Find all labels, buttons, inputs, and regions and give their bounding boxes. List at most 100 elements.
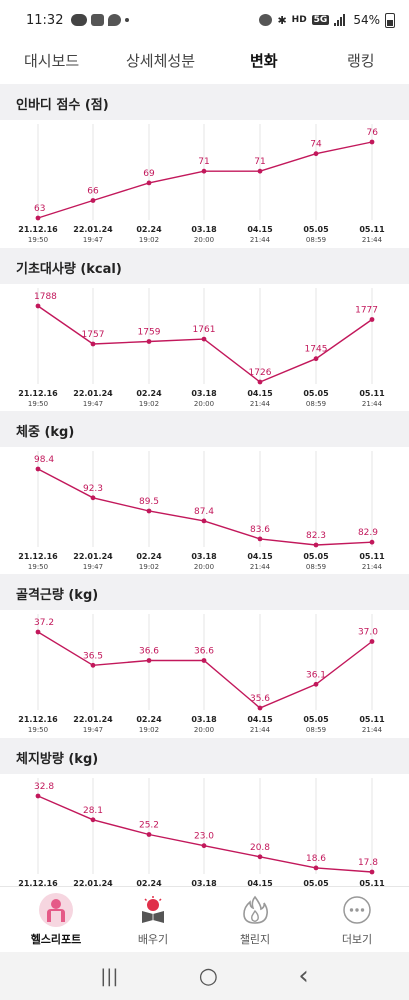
home-button[interactable]: ○ xyxy=(198,963,218,989)
data-label: 66 xyxy=(87,187,99,197)
x-tick-date: 02.24 xyxy=(136,552,162,561)
nav-learn[interactable]: 배우기 xyxy=(113,893,193,947)
data-point[interactable] xyxy=(313,151,319,157)
x-tick-time: 19:02 xyxy=(139,563,159,571)
x-tick-time: 21:44 xyxy=(250,400,271,408)
tab-bar: 대시보드 상세체성분 변화 랭킹 xyxy=(0,40,409,82)
data-label: 82.3 xyxy=(306,531,326,541)
data-point[interactable] xyxy=(201,168,207,174)
chart-card-header: 인바디 점수 (점) xyxy=(0,84,409,120)
x-tick-time: 19:47 xyxy=(83,563,103,571)
x-tick-date: 21.12.16 xyxy=(18,879,58,888)
chart-card: 골격근량 (kg) 37.2 21.12.16 19:50 36.5 22.01.24 19… xyxy=(0,574,409,734)
data-point[interactable] xyxy=(257,168,263,174)
x-tick-date: 05.05 xyxy=(303,552,329,561)
data-label: 36.1 xyxy=(306,670,326,680)
chart-title: 골격근량 (kg) xyxy=(16,588,99,603)
data-point[interactable] xyxy=(90,495,96,501)
x-tick-date: 22.01.24 xyxy=(73,225,113,234)
data-point[interactable] xyxy=(146,658,152,663)
data-point[interactable] xyxy=(35,629,41,635)
chart-card: 인바디 점수 (점) 63 21.12.16 19:50 66 22.01.24 19:47… xyxy=(0,84,409,244)
data-label: 69 xyxy=(143,169,155,179)
recents-button[interactable]: ||| xyxy=(100,965,119,987)
x-tick-time: 20:00 xyxy=(194,563,214,571)
data-point[interactable] xyxy=(35,466,41,472)
data-point[interactable] xyxy=(369,869,375,875)
more-icon xyxy=(340,893,374,927)
data-point[interactable] xyxy=(90,817,96,823)
data-label: 18.6 xyxy=(306,854,326,864)
x-tick-date: 03.18 xyxy=(191,715,217,724)
x-tick-date: 03.18 xyxy=(191,225,217,234)
x-tick-time: 20:00 xyxy=(194,400,214,408)
x-tick-time: 21:44 xyxy=(362,236,383,244)
data-point[interactable] xyxy=(313,356,319,362)
data-label: 71 xyxy=(254,157,265,167)
x-tick-time: 08:59 xyxy=(306,726,326,734)
data-point[interactable] xyxy=(313,865,319,871)
data-point[interactable] xyxy=(90,198,96,203)
data-point[interactable] xyxy=(146,339,152,344)
challenge-flame-icon xyxy=(238,893,272,927)
data-point[interactable] xyxy=(146,508,152,514)
data-point[interactable] xyxy=(257,705,263,711)
data-point[interactable] xyxy=(369,639,375,644)
x-tick-date: 04.15 xyxy=(247,715,273,724)
x-tick-date: 02.24 xyxy=(136,715,162,724)
data-point[interactable] xyxy=(257,536,263,542)
bluetooth-icon: ✱ xyxy=(277,13,287,27)
x-tick-date: 05.11 xyxy=(359,389,385,398)
data-point[interactable] xyxy=(90,662,96,668)
chart-title: 기초대사량 (kcal) xyxy=(16,262,122,277)
data-point[interactable] xyxy=(201,518,207,524)
data-label: 71 xyxy=(198,157,209,167)
nav-health-report-label: 헬스리포트 xyxy=(30,933,82,946)
tab-ranking[interactable]: 랭킹 xyxy=(347,52,375,70)
data-point[interactable] xyxy=(369,539,375,545)
data-point[interactable] xyxy=(201,843,207,849)
data-label: 92.3 xyxy=(83,484,103,494)
x-tick-time: 20:00 xyxy=(194,726,214,734)
x-tick-time: 19:50 xyxy=(28,400,48,408)
nav-learn-label: 배우기 xyxy=(137,933,169,946)
chart-card: 체중 (kg) 98.4 21.12.16 19:50 92.3 22.01.24 19:4… xyxy=(0,411,409,571)
tab-detailed-composition[interactable]: 상세체성분 xyxy=(126,52,196,70)
data-point[interactable] xyxy=(35,793,41,799)
x-tick-time: 08:59 xyxy=(306,563,326,571)
alarm-icon xyxy=(259,14,273,26)
x-tick-date: 03.18 xyxy=(191,389,217,398)
nav-more[interactable]: 더보기 xyxy=(317,893,397,947)
status-right: ✱ HD 5G 54% xyxy=(259,12,395,28)
data-point[interactable] xyxy=(146,832,152,837)
back-button[interactable]: ‹ xyxy=(298,961,309,991)
x-tick-time: 21:44 xyxy=(250,563,271,571)
data-point[interactable] xyxy=(257,379,263,385)
tab-dashboard[interactable]: 대시보드 xyxy=(24,52,80,70)
data-point[interactable] xyxy=(369,139,375,145)
data-point[interactable] xyxy=(313,542,319,548)
nav-challenge[interactable]: 챌린지 xyxy=(215,893,295,947)
x-tick-time: 21:44 xyxy=(362,726,383,734)
data-label: 76 xyxy=(367,128,379,138)
data-point[interactable] xyxy=(257,854,263,860)
data-point[interactable] xyxy=(90,341,96,347)
tab-changes[interactable]: 변화 xyxy=(250,52,278,70)
data-point[interactable] xyxy=(146,180,152,186)
line-chart: 1788 21.12.16 19:50 1757 22.01.24 19:47 1759 02… xyxy=(18,288,385,408)
data-point[interactable] xyxy=(369,317,375,322)
x-tick-date: 05.05 xyxy=(303,389,329,398)
data-point[interactable] xyxy=(313,681,319,687)
data-point[interactable] xyxy=(35,303,41,309)
data-point[interactable] xyxy=(35,215,41,221)
nav-health-report[interactable]: 헬스리포트 xyxy=(16,893,96,947)
x-tick-time: 19:50 xyxy=(28,236,48,244)
data-point[interactable] xyxy=(201,658,207,663)
data-point[interactable] xyxy=(201,336,207,342)
status-bar: 11:32 ✱ HD 5G 54% xyxy=(0,0,409,40)
chart-card: 기초대사량 (kcal) 1788 21.12.16 19:50 1757 22.01.2… xyxy=(0,248,409,408)
data-label: 37.2 xyxy=(34,618,54,628)
x-tick-time: 19:47 xyxy=(83,726,103,734)
x-tick-date: 04.15 xyxy=(247,552,273,561)
battery-icon xyxy=(385,12,395,28)
